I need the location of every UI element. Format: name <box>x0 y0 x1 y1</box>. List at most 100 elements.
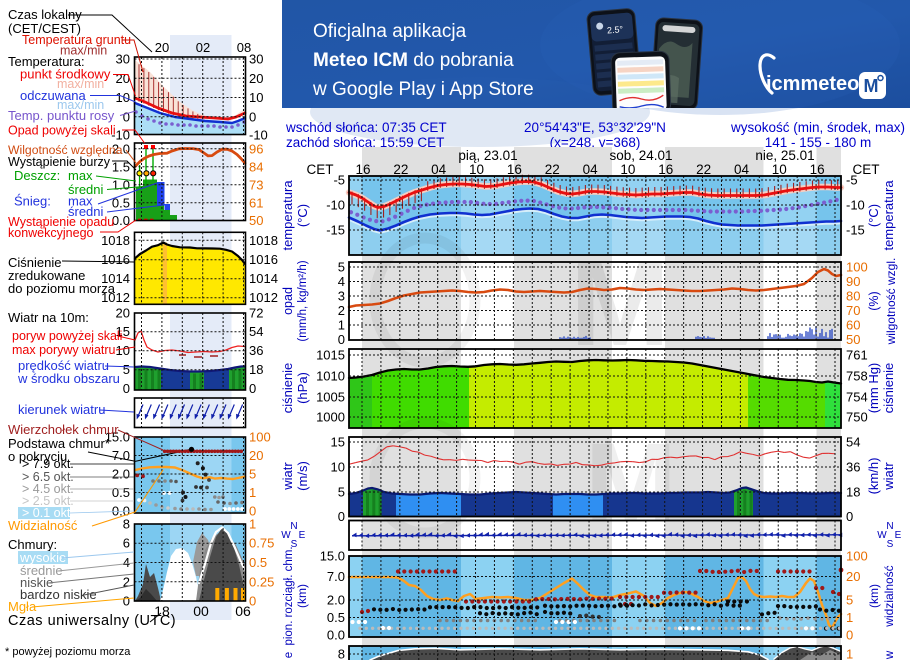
svg-text:754: 754 <box>846 390 868 405</box>
svg-text:1: 1 <box>846 610 853 625</box>
svg-text:20: 20 <box>846 569 860 584</box>
svg-text:15.0: 15.0 <box>105 430 130 445</box>
svg-text:do poziomu morza: do poziomu morza <box>8 281 116 296</box>
svg-text:4: 4 <box>338 274 345 289</box>
svg-text:(km): (km) <box>867 584 881 608</box>
svg-text:(hPa): (hPa) <box>295 372 310 404</box>
svg-text:CET: CET <box>307 162 334 177</box>
svg-text:W: W <box>877 530 887 541</box>
svg-text:16: 16 <box>507 162 522 177</box>
svg-text:2.0: 2.0 <box>112 467 130 482</box>
svg-text:Deszcz:: Deszcz: <box>14 168 60 183</box>
svg-text:ciśnienie: ciśnienie <box>881 363 896 414</box>
svg-text:sob, 24.01: sob, 24.01 <box>609 148 672 163</box>
svg-text:1014: 1014 <box>101 271 130 286</box>
svg-text:S: S <box>887 539 894 550</box>
svg-text:Opad powyżej skali: Opad powyżej skali <box>8 124 116 138</box>
svg-text:100: 100 <box>846 549 868 564</box>
svg-text:50: 50 <box>249 213 263 228</box>
svg-text:20: 20 <box>116 71 130 86</box>
svg-text:(x=248, y=368): (x=248, y=368) <box>550 135 641 150</box>
svg-text:10: 10 <box>249 90 263 105</box>
svg-text:16: 16 <box>658 162 673 177</box>
svg-text:(mm Hg): (mm Hg) <box>866 363 881 414</box>
svg-text:temperatura: temperatura <box>280 180 295 251</box>
svg-text:60: 60 <box>846 318 860 333</box>
svg-text:E: E <box>299 530 306 541</box>
svg-text:10: 10 <box>772 162 787 177</box>
svg-text:22: 22 <box>696 162 711 177</box>
svg-text:1016: 1016 <box>101 252 130 267</box>
svg-text:wysokość (min, środek, max): wysokość (min, środek, max) <box>730 120 905 135</box>
svg-text:2.0: 2.0 <box>112 141 130 156</box>
svg-text:5: 5 <box>123 362 130 377</box>
svg-text:2: 2 <box>123 574 130 589</box>
svg-text:20: 20 <box>155 40 169 55</box>
svg-text:30: 30 <box>249 52 263 67</box>
svg-text:7.0: 7.0 <box>112 448 130 463</box>
svg-text:73: 73 <box>249 177 263 192</box>
svg-text:Wiatr na 10m:: Wiatr na 10m: <box>8 310 89 325</box>
svg-text:0: 0 <box>846 628 853 643</box>
svg-text:o pokryciu: o pokryciu <box>8 449 67 464</box>
svg-text:Wystąpienie opadu: Wystąpienie opadu <box>8 215 114 229</box>
svg-text:N: N <box>886 521 893 532</box>
svg-text:8: 8 <box>123 517 130 532</box>
svg-text:0: 0 <box>123 109 130 124</box>
svg-text:0: 0 <box>846 509 853 524</box>
svg-text:prędkość wiatru: prędkość wiatru <box>18 358 109 373</box>
svg-text:max/min: max/min <box>57 77 104 91</box>
svg-text:-5: -5 <box>333 173 345 188</box>
svg-text:2: 2 <box>338 303 345 318</box>
svg-text:M: M <box>864 76 879 96</box>
svg-text:bardzo niskie: bardzo niskie <box>20 587 97 602</box>
svg-text:(°C): (°C) <box>866 204 881 227</box>
svg-text:750: 750 <box>846 410 868 425</box>
svg-text:średni: średni <box>68 182 104 197</box>
svg-text:1012: 1012 <box>101 290 130 305</box>
svg-text:0.25: 0.25 <box>249 574 274 589</box>
svg-text:Mgła: Mgła <box>8 599 37 614</box>
svg-text:96: 96 <box>249 141 263 156</box>
svg-text:punkt środkowy: punkt środkowy <box>20 67 111 82</box>
svg-text:wilgotność wzgl.: wilgotność wzgl. <box>884 258 898 346</box>
svg-text:> 6.5 okt.: > 6.5 okt. <box>22 470 74 484</box>
svg-text:15: 15 <box>331 435 345 450</box>
svg-text:0.0: 0.0 <box>112 213 130 228</box>
svg-text:100: 100 <box>249 430 271 445</box>
svg-text:1.5: 1.5 <box>112 159 130 174</box>
svg-text:* powyżej poziomu morza: * powyżej poziomu morza <box>5 646 131 658</box>
svg-text:Widzialność: Widzialność <box>8 518 78 533</box>
svg-text:84: 84 <box>249 159 263 174</box>
svg-text:ciśnienie: ciśnienie <box>280 363 295 414</box>
svg-text:e: e <box>283 652 295 658</box>
svg-text:wschód słońca: 07:35 CET: wschód słońca: 07:35 CET <box>285 120 447 135</box>
svg-text:konwekcyjnego: konwekcyjnego <box>8 226 94 240</box>
svg-text:1: 1 <box>249 517 256 532</box>
svg-text:0.5: 0.5 <box>249 555 267 570</box>
svg-text:5: 5 <box>846 593 853 608</box>
svg-text:-15: -15 <box>326 223 345 238</box>
svg-text:Śnieg:: Śnieg: <box>14 194 51 209</box>
svg-text:zredukowane: zredukowane <box>8 268 85 283</box>
svg-text:141 - 155 - 180 m: 141 - 155 - 180 m <box>765 135 872 150</box>
svg-text:36: 36 <box>249 343 263 358</box>
svg-text:(km/h): (km/h) <box>866 458 881 495</box>
svg-text:5: 5 <box>338 260 345 275</box>
svg-text:20°54'43"E, 53°32'29"N: 20°54'43"E, 53°32'29"N <box>524 120 666 135</box>
svg-text:2.0: 2.0 <box>327 593 345 608</box>
svg-text:max/min: max/min <box>57 98 104 112</box>
svg-text:61: 61 <box>249 195 263 210</box>
svg-text:1010: 1010 <box>316 369 345 384</box>
svg-text:1018: 1018 <box>101 233 130 248</box>
svg-text:0: 0 <box>123 381 130 396</box>
svg-text:Chmury:: Chmury: <box>8 537 57 552</box>
svg-text:20: 20 <box>249 448 263 463</box>
svg-text:(%): (%) <box>867 291 881 310</box>
svg-text:0: 0 <box>338 509 345 524</box>
svg-text:icmmeteo: icmmeteo <box>766 73 859 95</box>
svg-text:Temp. punktu rosy: Temp. punktu rosy <box>8 108 115 123</box>
svg-text:100: 100 <box>846 260 868 275</box>
svg-text:Wilgotność względna: Wilgotność względna <box>8 143 123 157</box>
svg-text:1: 1 <box>338 318 345 333</box>
